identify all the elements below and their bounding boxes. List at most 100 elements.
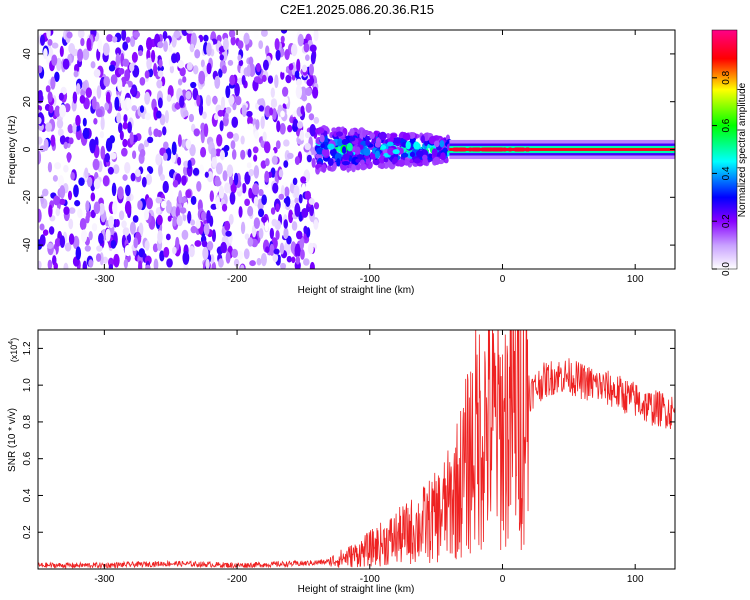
heatmap-cell — [90, 61, 96, 69]
heatmap-cell — [167, 215, 172, 222]
heatmap-cell — [304, 142, 312, 151]
heatmap-cell — [188, 113, 195, 123]
heatmap-cell — [342, 153, 350, 161]
heatmap-cell — [122, 41, 129, 51]
heatmap-cell — [240, 221, 246, 235]
heatmap-cell — [93, 178, 101, 190]
heatmap-cell — [156, 214, 163, 226]
x-tick-label: -200 — [227, 574, 247, 585]
heatmap-cell — [202, 246, 209, 260]
heatmap-cell — [229, 191, 236, 205]
heatmap-cell — [335, 131, 344, 137]
heatmap-cell — [38, 93, 44, 104]
heatmap-cell — [365, 139, 370, 147]
heatmap-cell — [432, 156, 441, 166]
heatmap-cell — [121, 30, 127, 41]
heatmap-cell — [279, 63, 287, 73]
heatmap-cell — [166, 258, 173, 268]
heatmap-cell — [272, 107, 277, 121]
heatmap-cell — [205, 258, 210, 269]
heatmap-cell — [256, 257, 262, 266]
heatmap-cell — [230, 36, 236, 46]
chart-title: C2E1.2025.086.20.36.R15 — [280, 2, 434, 17]
heatmap-cell — [190, 81, 197, 89]
heatmap-cell — [55, 57, 62, 71]
snr-scale-label: (x104) — [8, 338, 19, 362]
heatmap-cell — [42, 229, 49, 236]
heatmap-cell — [336, 158, 341, 167]
heatmap-cell — [187, 159, 192, 170]
heatmap-cell — [177, 156, 182, 166]
heatmap-cell — [95, 108, 103, 118]
heatmap-cell — [225, 251, 231, 264]
heatmap-cell — [237, 54, 242, 62]
heatmap-cell — [219, 120, 224, 132]
heatmap-cell — [356, 129, 361, 134]
heatmap-cell — [212, 96, 218, 105]
heatmap-cell — [209, 215, 214, 227]
heatmap-cell — [58, 92, 64, 101]
heatmap-cell — [164, 110, 169, 124]
heatmap-cell — [305, 54, 310, 62]
heatmap-cell — [378, 155, 386, 164]
heatmap-cell — [66, 31, 73, 39]
heatmap-cell — [47, 259, 53, 269]
heatmap-cell — [391, 158, 396, 165]
heatmap-cell — [226, 164, 234, 177]
heatmap-cell — [319, 134, 325, 143]
heatmap-cell — [321, 163, 327, 173]
heatmap-cell — [272, 253, 279, 263]
heatmap-cell — [331, 127, 337, 133]
x-tick-label: -100 — [360, 574, 380, 585]
heatmap-cell — [246, 162, 252, 169]
heatmap-cell — [253, 154, 258, 162]
heatmap-cell — [225, 85, 231, 99]
heatmap-cell — [73, 184, 79, 198]
heatmap-cell — [165, 199, 172, 214]
heatmap-cell — [228, 95, 235, 105]
heatmap-cell — [38, 65, 43, 74]
heatmap-cell — [193, 128, 200, 137]
heatmap-cell — [248, 56, 254, 66]
heatmap-cell — [77, 48, 84, 62]
heatmap-cell — [285, 74, 292, 84]
heatmap-cell — [304, 131, 311, 139]
heatmap-cell — [374, 141, 382, 148]
heatmap-cell — [422, 154, 428, 161]
heatmap-cell — [320, 143, 325, 149]
heatmap-cell — [118, 122, 123, 134]
heatmap-cell — [109, 152, 117, 160]
heatmap-cell — [444, 157, 449, 164]
heatmap-cell — [230, 140, 236, 150]
heatmap-cell — [378, 161, 386, 170]
heatmap-cell — [54, 71, 60, 83]
heatmap-cell — [281, 86, 289, 97]
heatmap-cell — [201, 240, 208, 248]
heatmap-cell — [168, 45, 173, 53]
heatmap-cell — [363, 130, 370, 135]
heatmap-cell — [248, 169, 255, 177]
heatmap-cell — [482, 147, 489, 152]
heatmap-cell — [378, 131, 387, 141]
heatmap-cell — [80, 37, 85, 47]
heatmap-cell — [122, 138, 128, 148]
heatmap-cell — [243, 32, 250, 45]
heatmap-cell — [248, 63, 256, 77]
heatmap-cell — [131, 51, 138, 63]
heatmap-cell — [341, 146, 347, 154]
heatmap-cell — [163, 246, 170, 258]
heatmap-cell — [306, 154, 312, 163]
heatmap-cell — [261, 74, 267, 83]
heatmap-cell — [300, 105, 305, 115]
heatmap-cell — [203, 34, 209, 42]
heatmap-cell — [190, 225, 197, 234]
heatmap-cell — [222, 37, 229, 51]
x-tick-label: -100 — [360, 274, 380, 285]
heatmap-cell — [258, 105, 265, 112]
heatmap-cell — [117, 78, 123, 92]
colorbar-tick-label: 0.4 — [721, 166, 732, 180]
heatmap-cell — [41, 188, 49, 197]
heatmap-cell — [75, 114, 81, 127]
heatmap-cell — [206, 62, 212, 75]
colorbar-ticks: 0.0 0.2 0.4 0.6 0.8 — [712, 70, 732, 276]
